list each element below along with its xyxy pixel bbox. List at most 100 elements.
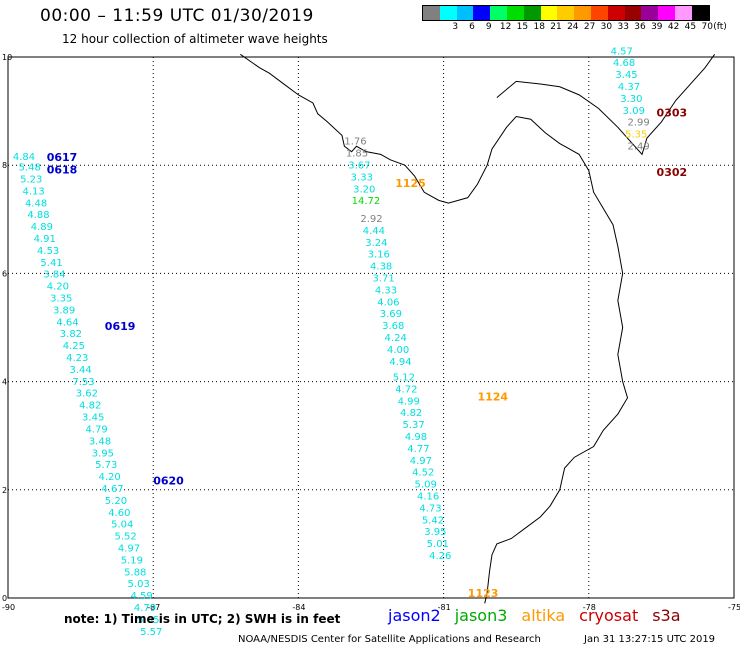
wave-height-label: 4.13 [23,186,45,197]
legend-label: 18 [533,22,545,32]
wave-height-label: 4.84 [13,152,35,163]
wave-height-label: 4.38 [370,262,392,273]
wave-height-label: 4.88 [27,210,49,221]
wave-height-label: 3.30 [620,94,642,105]
legend-label: 45 [684,22,697,32]
wave-height-label: 5.03 [128,579,150,590]
legend-swatch [423,6,440,20]
satellite-name: jason2 [388,606,441,625]
legend-swatch [590,6,608,20]
coastline-north [496,54,716,156]
legend-label: 3 [452,22,459,32]
legend-swatch [439,6,457,20]
wave-height-label: 5.01 [427,539,449,550]
wave-height-label: 5.73 [95,460,117,471]
legend-swatch [607,6,625,20]
wave-height-label: 7.53 [72,377,94,388]
wave-height-label: 2.49 [628,142,650,153]
legend-label: 42 [667,22,680,32]
wave-height-label: 4.68 [613,58,635,69]
x-axis-tick: -87 [147,603,160,612]
legend-label: 21 [550,22,562,32]
legend-label: 70 [701,22,713,32]
y-axis-tick: 2 [2,486,7,495]
map-frame [7,56,735,599]
legend-label: 33 [617,22,629,32]
legend-swatch [456,6,474,20]
wave-height-label: 4.44 [363,226,385,237]
wave-height-label: 1.76 [344,137,366,148]
wave-height-label: 5.37 [402,420,424,431]
wave-height-label: 5.19 [121,555,143,566]
subtitle: 12 hour collection of altimeter wave hei… [62,32,328,46]
legend-swatch [691,6,709,20]
wave-height-label: 4.98 [405,432,427,443]
legend-swatch [674,6,692,20]
legend-label: 30 [600,22,613,32]
wave-height-label: 4.97 [410,456,432,467]
wave-height-label: 4.91 [34,234,56,245]
wave-height-label: 4.00 [387,345,409,356]
wave-height-label: 4.60 [108,508,130,519]
wave-height-label: 3.95 [92,448,114,459]
wave-height-label: 4.67 [101,484,123,495]
legend-swatch [658,6,675,20]
wave-height-label: 5.20 [105,496,127,507]
wave-height-label: 5.12 [393,373,415,384]
satellite-name: altika [521,606,566,625]
wave-height-label: 5.57 [140,627,162,638]
wave-height-label: 4.16 [417,492,439,503]
footer-credit: NOAA/NESDIS Center for Satellite Applica… [238,634,541,645]
wave-height-label: 3.68 [382,321,404,332]
wave-height-label: 5.04 [111,520,133,531]
wave-height-label: 4.52 [412,468,434,479]
wave-height-label: 4.20 [47,282,69,293]
page-title: 00:00 – 11:59 UTC 01/30/2019 [40,6,314,26]
pass-time-label: 0303 [657,107,688,120]
legend-label: 15 [516,22,529,32]
coastline [240,53,629,604]
wave-height-label: 3.09 [623,106,645,117]
wave-height-label: 3.95 [424,527,446,538]
wave-height-label: 4.73 [419,503,441,514]
wave-height-label: 4.57 [611,46,633,57]
legend-label: 6 [469,22,475,32]
x-axis-tick: -81 [438,603,451,612]
wave-height-label: 3.24 [365,238,387,249]
wave-height-label: 5.35 [625,130,647,141]
pass-time-label: 0618 [47,163,78,176]
pass-time-label: 1124 [477,391,508,404]
legend-label: 12 [499,22,512,32]
wave-height-label: 5.42 [422,515,444,526]
legend-label: 24 [567,22,579,32]
wave-height-label: 14.72 [352,196,381,207]
y-axis-tick: 8 [2,161,7,170]
satellite-name: jason3 [454,606,508,625]
wave-height-label: 3.84 [43,270,65,281]
wave-height-label: 3.33 [351,172,373,183]
wave-height-label: 1.85 [346,149,368,160]
legend-label: 9 [485,22,492,32]
pass-time-label: 0302 [657,166,688,179]
legend-unit: (ft) [713,22,727,32]
wave-height-label: 4.97 [118,543,140,554]
wave-height-label: 4.89 [31,222,53,233]
pass-time-label: 0619 [105,320,136,333]
color-legend [422,5,710,21]
legend-label: 39 [651,22,663,32]
y-axis-tick: 0 [2,594,7,603]
wave-height-label: 5.05 [137,615,159,626]
wave-height-label: 3.44 [69,365,91,376]
pass-time-label: 0620 [153,474,184,487]
satellite-name: cryosat [579,606,639,625]
y-axis-tick: 4 [2,378,7,387]
legend-swatch [557,6,575,20]
wave-height-label: 4.72 [395,384,417,395]
pass-time-label: 0617 [47,151,78,164]
wave-height-label: 4.33 [375,285,397,296]
wave-height-label: 5.88 [124,567,146,578]
legend-swatch [624,6,642,20]
wave-height-label: 5.23 [20,175,42,186]
pass-time-label: 1125 [395,177,426,190]
wave-height-label: 4.24 [385,333,407,344]
